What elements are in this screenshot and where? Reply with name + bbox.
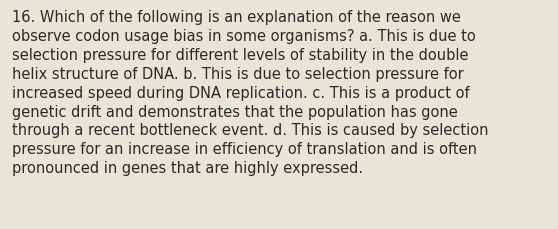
Text: 16. Which of the following is an explanation of the reason we
observe codon usag: 16. Which of the following is an explana… bbox=[12, 10, 489, 175]
